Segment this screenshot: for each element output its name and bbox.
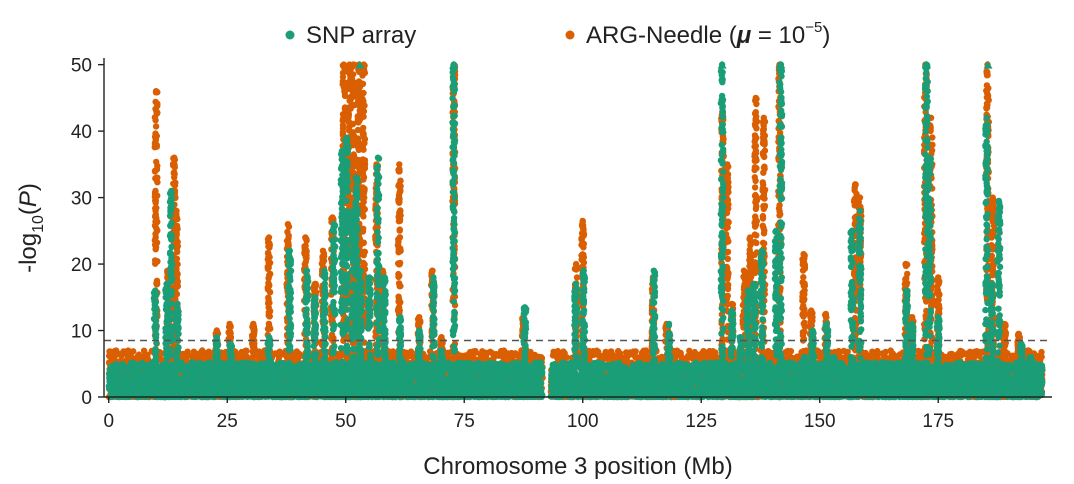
- arg-needle-point: [243, 347, 250, 354]
- arg-needle-point: [144, 351, 151, 358]
- data-points: [105, 61, 1046, 401]
- arg-needle-point: [407, 348, 415, 355]
- arg-needle-point: [632, 348, 639, 355]
- legend: SNP array ARG-Needle (μ = 10−5): [285, 19, 830, 49]
- legend-label-snp-array: SNP array: [306, 22, 416, 49]
- legend-label-arg-needle: ARG-Needle (μ = 10−5): [586, 19, 830, 49]
- legend-marker-arg-needle: [565, 30, 575, 40]
- arg-needle-point: [787, 348, 795, 355]
- legend-marker-snp-array: [285, 30, 295, 40]
- arg-needle-point: [130, 348, 137, 355]
- arg-needle-point: [642, 347, 650, 354]
- arg-needle-point: [563, 354, 570, 361]
